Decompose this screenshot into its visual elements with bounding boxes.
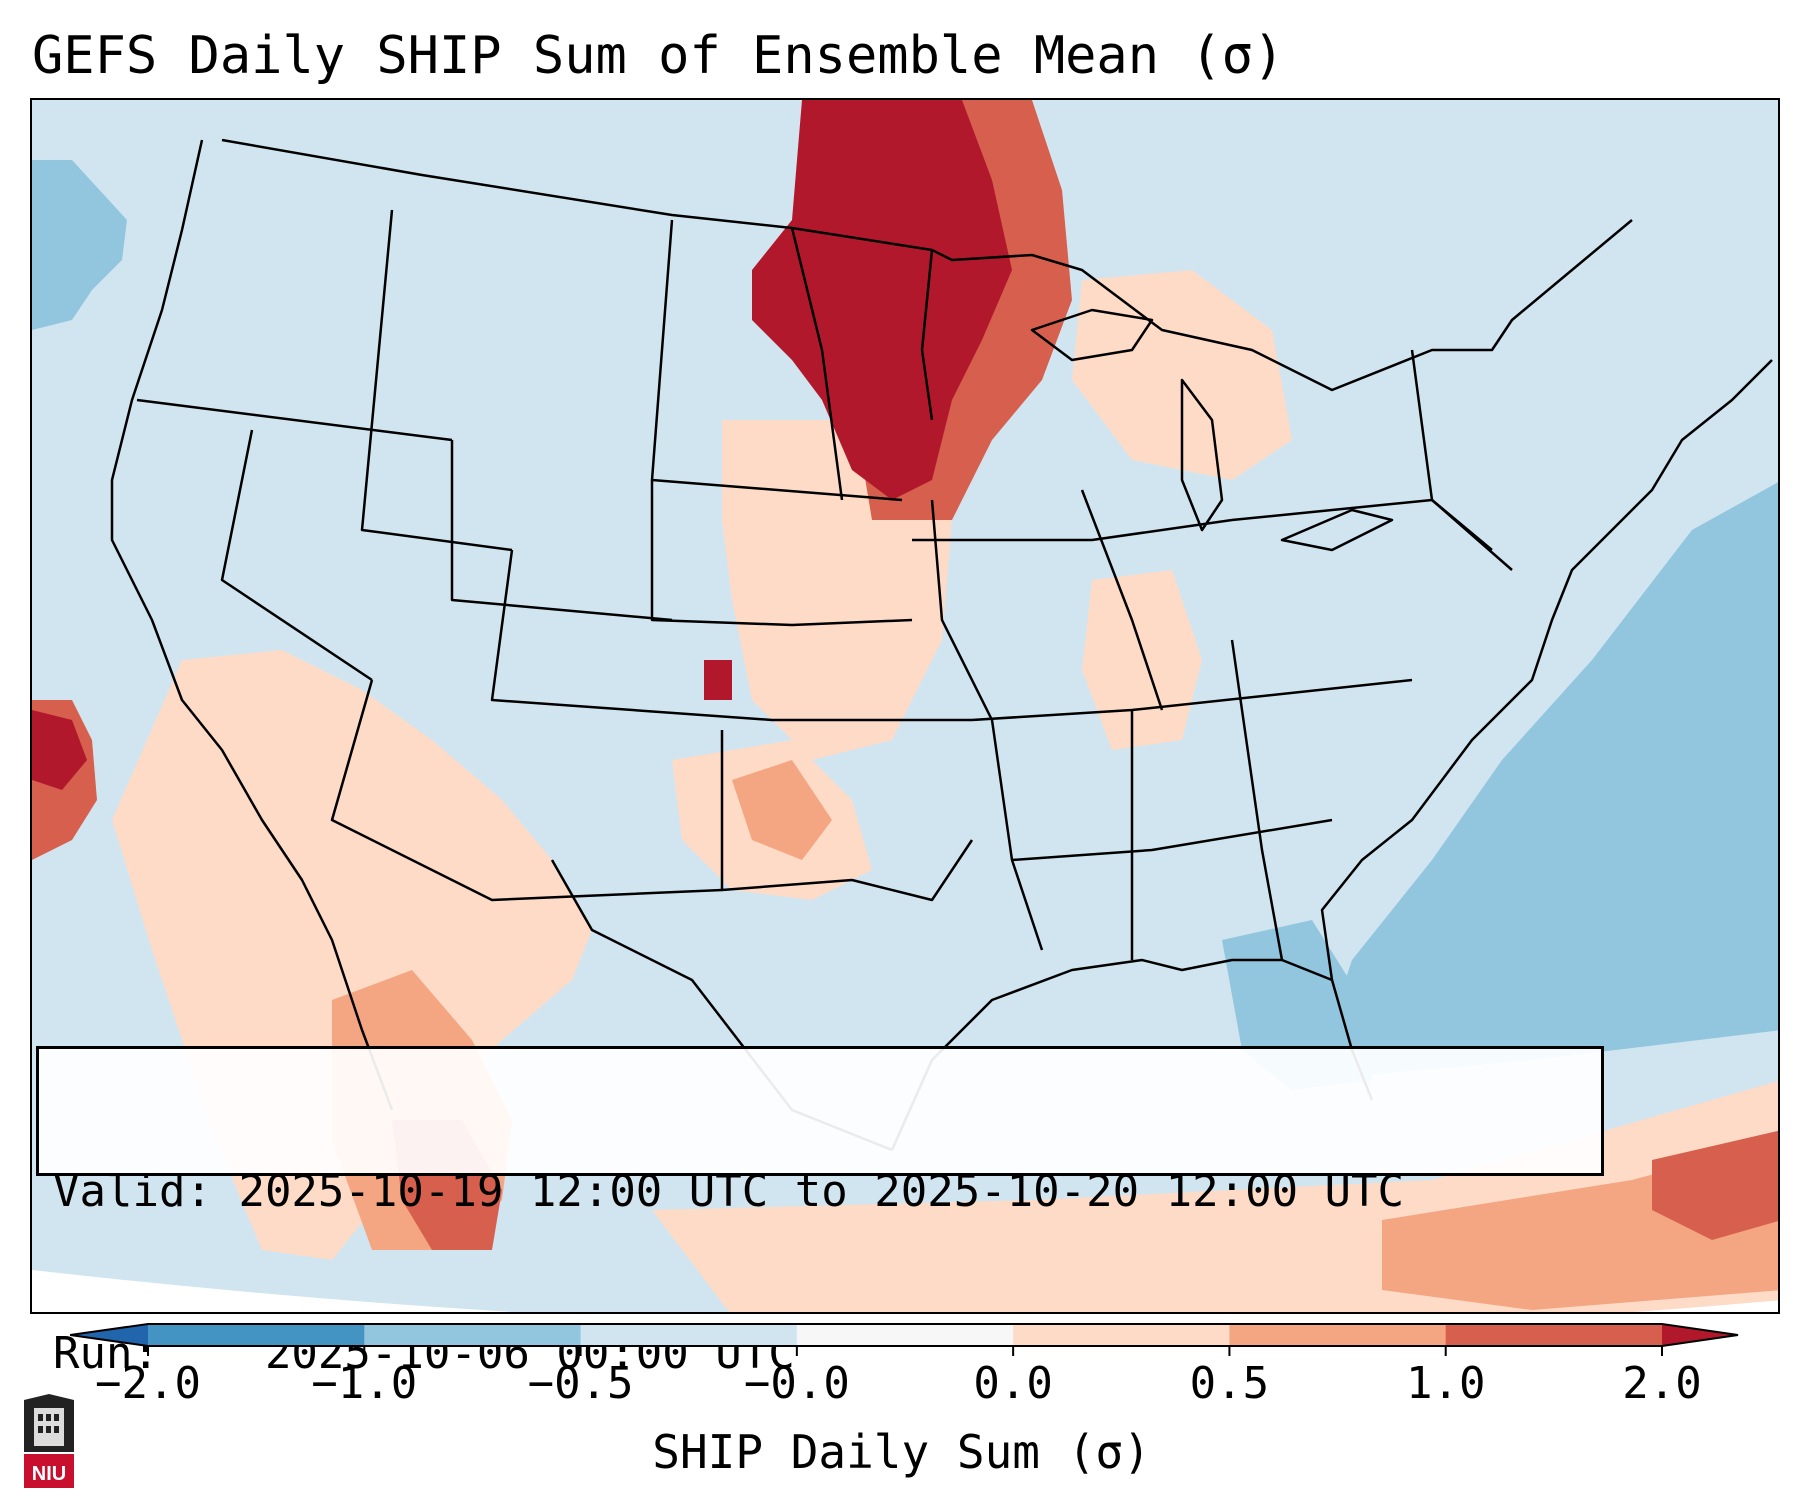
colorbar-extend-high [1662, 1324, 1738, 1346]
state-line-7 [490, 549, 972, 722]
colorbar-bin [1229, 1324, 1447, 1346]
atlantic-negative-region [1312, 482, 1778, 1080]
lake-erie [1280, 508, 1394, 552]
colorbar-bin [1445, 1324, 1663, 1346]
oklahoma-moderate-positive [732, 760, 832, 860]
lake-superior [1030, 308, 1154, 362]
pacific-offshore-extreme [32, 710, 87, 790]
state-line-8 [330, 679, 723, 902]
niu-logo: NIU [24, 1394, 74, 1488]
colorbar-tick-label: 0.0 [973, 1358, 1053, 1409]
map-panel [30, 98, 1780, 1314]
colorbar-tick-label: −0.0 [743, 1358, 850, 1409]
state-line-17 [1080, 489, 1164, 711]
state-line-9 [720, 730, 974, 902]
colorbar-bin [796, 1324, 1014, 1346]
valid-label: Valid: [53, 1166, 212, 1217]
colorbar-bin [148, 1324, 365, 1346]
colorbar [70, 1323, 1739, 1356]
niu-logo-banner [24, 1454, 74, 1488]
state-line-12 [920, 249, 934, 421]
colorbar-tick-label: 2.0 [1622, 1358, 1702, 1409]
colorbar-extend-low [70, 1324, 148, 1346]
colorbar-tick-label: −0.5 [527, 1358, 634, 1409]
boundaries [110, 138, 1773, 1152]
state-line-11 [790, 227, 844, 501]
state-line-20 [912, 518, 1233, 542]
dakotas-extreme-positive [752, 100, 1012, 500]
state-line-2 [360, 209, 513, 552]
colorbar-tick-label: 0.5 [1189, 1358, 1270, 1409]
colorbar-tick-label: −2.0 [95, 1358, 201, 1409]
colorbar-bin [1013, 1324, 1230, 1346]
niu-logo-text: NIU [32, 1463, 66, 1485]
cuba-strong-positive [1652, 1130, 1778, 1240]
colorbar-tick-label: −1.0 [311, 1358, 418, 1409]
valid-row: Valid: 2025-10-19 12:00 UTC to 2025-10-2… [53, 1165, 1587, 1219]
info-box: Valid: 2025-10-19 12:00 UTC to 2025-10-2… [36, 1046, 1604, 1379]
lake-michigan [1180, 378, 1224, 532]
east-coast [1320, 359, 1773, 981]
state-line-14 [1011, 818, 1333, 862]
state-line-4 [450, 440, 673, 622]
colorbar-title: SHIP Daily Sum (σ) [652, 1425, 1151, 1479]
state-line-16 [1230, 639, 1284, 961]
state-line-6 [650, 480, 913, 627]
state-line-19 [1410, 349, 1493, 551]
map-canvas [32, 100, 1778, 1312]
chart-title: GEFS Daily SHIP Sum of Ensemble Mean (σ) [32, 26, 1285, 86]
state-line-3 [220, 429, 373, 682]
colorbar-tick-label: 1.0 [1405, 1358, 1486, 1409]
pacific-negative-patch [32, 160, 127, 330]
valid-value: 2025-10-19 12:00 UTC to 2025-10-20 12:00… [238, 1166, 1405, 1217]
colorbar-bin [580, 1324, 798, 1346]
us-canada-border [221, 138, 1633, 392]
great-lakes-positive-region [1072, 270, 1292, 480]
niu-logo-windows [38, 1414, 59, 1433]
colorbar-bin [364, 1324, 582, 1346]
colorado-extreme-positive [704, 660, 732, 700]
gulf-coast [890, 958, 1374, 1151]
state-line-1 [136, 398, 453, 442]
west-coast [110, 139, 394, 1111]
